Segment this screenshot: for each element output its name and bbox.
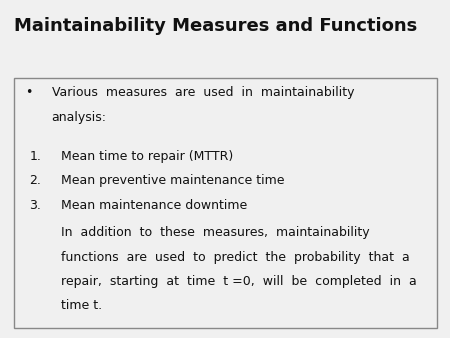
FancyBboxPatch shape [14,78,436,328]
Text: Maintainability Measures and Functions: Maintainability Measures and Functions [14,17,417,35]
Text: analysis:: analysis: [52,111,107,123]
Text: functions  are  used  to  predict  the  probability  that  a: functions are used to predict the probab… [61,251,410,264]
Text: Mean time to repair (MTTR): Mean time to repair (MTTR) [61,150,233,163]
Text: Mean preventive maintenance time: Mean preventive maintenance time [61,174,284,187]
Text: 3.: 3. [29,199,41,212]
Text: 2.: 2. [29,174,41,187]
Text: Mean maintenance downtime: Mean maintenance downtime [61,199,247,212]
Text: Various  measures  are  used  in  maintainability: Various measures are used in maintainabi… [52,86,354,99]
Text: •: • [25,86,32,99]
Text: repair,  starting  at  time  t =0,  will  be  completed  in  a: repair, starting at time t =0, will be c… [61,275,417,288]
Text: In  addition  to  these  measures,  maintainability: In addition to these measures, maintaina… [61,226,369,239]
Text: time t.: time t. [61,299,102,312]
Text: 1.: 1. [29,150,41,163]
